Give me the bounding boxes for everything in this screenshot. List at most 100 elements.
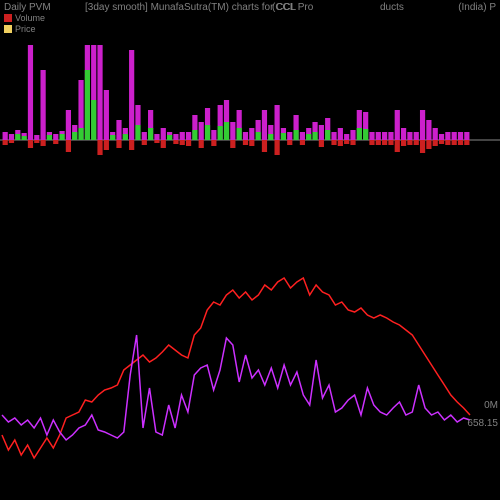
volume-bg-bar xyxy=(142,132,147,140)
volume-fg-bar xyxy=(123,134,128,140)
volume-fg-bar xyxy=(312,132,317,140)
volume-fg-bar xyxy=(382,140,387,145)
volume-fg-bar xyxy=(407,140,412,145)
volume-bg-bar xyxy=(104,90,109,140)
volume-fg-bar xyxy=(15,134,20,140)
volume-fg-bar xyxy=(129,140,134,150)
volume-bg-bar xyxy=(275,105,280,140)
volume-bg-bar xyxy=(129,50,134,140)
volume-fg-bar xyxy=(445,140,450,145)
volume-bg-bar xyxy=(401,128,406,140)
volume-fg-bar xyxy=(331,140,336,145)
volume-fg-bar xyxy=(34,140,39,143)
volume-bg-bar xyxy=(34,135,39,140)
volume-bg-bar xyxy=(452,132,457,140)
volume-bg-bar xyxy=(53,134,58,140)
volume-fg-bar xyxy=(218,126,223,140)
volume-bg-bar xyxy=(388,132,393,140)
volume-fg-bar xyxy=(237,128,242,140)
volume-fg-bar xyxy=(192,130,197,140)
volume-fg-bar xyxy=(53,140,58,144)
volume-bg-bar xyxy=(173,134,178,140)
volume-bg-bar xyxy=(186,132,191,140)
volume-fg-bar xyxy=(3,140,8,145)
volume-fg-bar xyxy=(275,140,280,155)
volume-fg-bar xyxy=(154,140,159,143)
volume-bg-bar xyxy=(161,128,166,140)
volume-bg-bar xyxy=(464,132,469,140)
volume-fg-bar xyxy=(464,140,469,145)
volume-fg-bar xyxy=(167,135,172,140)
volume-fg-bar xyxy=(110,135,115,140)
volume-fg-bar xyxy=(142,140,147,145)
volume-bg-bar xyxy=(116,120,121,140)
volume-fg-bar xyxy=(249,140,254,146)
price-line xyxy=(2,278,470,458)
volume-bg-bar xyxy=(9,134,14,140)
volume-fg-bar xyxy=(148,128,153,140)
volume-fg-bar xyxy=(135,125,140,140)
volume-bg-bar xyxy=(28,45,33,140)
volume-fg-bar xyxy=(268,134,273,140)
title-ticker: (CCL Pro xyxy=(272,2,313,13)
volume-fg-bar xyxy=(262,140,267,152)
volume-fg-bar xyxy=(439,140,444,144)
volume-fg-bar xyxy=(350,140,355,145)
volume-bg-bar xyxy=(41,70,46,140)
title-left: Daily PVM xyxy=(4,2,51,13)
volume-fg-bar xyxy=(293,130,298,140)
volume-fg-bar xyxy=(420,140,425,153)
volume-fg-bar xyxy=(161,140,166,148)
volume-bg-bar xyxy=(300,132,305,140)
volume-fg-bar xyxy=(306,134,311,140)
volume-bg-bar xyxy=(350,130,355,140)
volume-fg-bar xyxy=(72,132,77,140)
volume-bg-bar xyxy=(180,132,185,140)
volume-fg-bar xyxy=(91,100,96,140)
volume-bg-bar xyxy=(287,132,292,140)
chart-header: Daily PVM [3day smooth] MunafaSutra(TM) … xyxy=(0,0,500,40)
volume-bg-bar xyxy=(3,132,8,140)
title-subtitle: [3day smooth] MunafaSutra(TM) charts for… xyxy=(85,2,296,13)
volume-fg-bar xyxy=(230,140,235,148)
volume-fg-bar xyxy=(9,140,14,143)
title-right: ducts xyxy=(380,2,404,13)
volume-bg-bar xyxy=(395,110,400,140)
volume-fg-bar xyxy=(376,140,381,145)
volume-fg-bar xyxy=(363,129,368,140)
volume-fg-bar xyxy=(458,140,463,145)
volume-fg-bar xyxy=(28,140,33,148)
volume-fg-bar xyxy=(97,140,102,155)
volume-fg-bar xyxy=(369,140,374,145)
volume-bg-bar xyxy=(407,132,412,140)
legend-volume-swatch xyxy=(4,14,12,22)
volume-fg-bar xyxy=(59,134,64,140)
volume-bg-bar xyxy=(319,125,324,140)
volume-bg-bar xyxy=(433,128,438,140)
volume-fg-bar xyxy=(41,140,46,146)
title-far-right: (India) P xyxy=(458,2,496,13)
volume-bg-bar xyxy=(445,132,450,140)
volume-bg-bar xyxy=(414,132,419,140)
volume-fg-bar xyxy=(180,140,185,145)
volume-fg-bar xyxy=(319,140,324,147)
volume-bg-bar xyxy=(426,120,431,140)
y-label-price: 658.15 xyxy=(467,418,498,429)
volume-bg-bar xyxy=(249,128,254,140)
volume-fg-bar xyxy=(186,140,191,146)
volume-fg-bar xyxy=(452,140,457,145)
legend-price: Price xyxy=(4,24,36,34)
volume-bg-bar xyxy=(230,122,235,140)
volume-bg-bar xyxy=(376,132,381,140)
volume-fg-bar xyxy=(199,140,204,148)
volume-fg-bar xyxy=(22,136,27,140)
volume-fg-bar xyxy=(66,140,71,152)
volume-bg-bar xyxy=(420,110,425,140)
volume-bg-bar xyxy=(331,132,336,140)
volume-bg-bar xyxy=(97,45,102,140)
volume-fg-bar xyxy=(338,140,343,146)
volume-bg-bar xyxy=(66,110,71,140)
volume-fg-bar xyxy=(300,140,305,145)
volume-bg-bar xyxy=(199,122,204,140)
volume-fg-bar xyxy=(357,128,362,140)
